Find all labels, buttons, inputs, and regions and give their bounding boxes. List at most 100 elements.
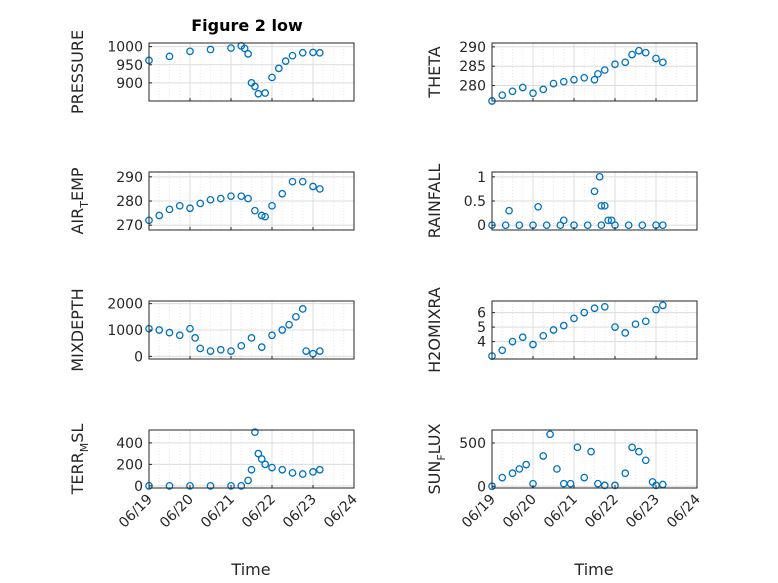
data-point [611,60,619,69]
subplot-6: 456 H2OMIXRA [425,287,698,373]
data-point [600,481,609,490]
y-tick-label: 5 [477,320,486,336]
data-point [251,206,259,215]
data-point [635,447,643,456]
y-axis-label: MIXDEPTH [68,288,87,371]
data-point [175,331,184,340]
data-point [315,48,324,57]
y-axis-label: AIRTEMP [68,167,91,234]
data-point [559,77,568,86]
data-point [165,482,174,490]
data-point [298,177,307,186]
data-point [206,45,215,54]
y-tick-label: 0.5 [464,194,486,210]
subplot-1: 900 950 1000 PRESSURE [68,30,355,114]
data-point [186,204,194,213]
y-axis-label: SUNFLUX [425,423,448,494]
data-point [206,195,215,204]
y-axis-label: H2OMIXRA [425,287,444,373]
data-point [247,465,256,474]
figure-title: Figure 2 low [191,16,303,35]
data-point [580,473,589,482]
data-point [604,216,613,225]
data-point [261,460,270,469]
plot-area [492,430,697,488]
y-tick-label: 400 [116,436,143,452]
x-tick-label: 06/20 [500,492,540,532]
data-point [206,482,215,490]
data-point [257,211,266,220]
data-point [498,91,507,100]
data-point [590,187,599,196]
data-point [227,347,235,355]
y-tick-label: 280 [116,194,143,210]
data-point [624,221,633,230]
data-point [652,54,660,63]
data-point [518,333,527,342]
data-point [580,308,589,317]
data-point [522,460,531,469]
data-point [597,221,606,230]
x-tick-label: 06/19 [459,492,499,532]
data-point [175,201,184,210]
data-point [621,329,630,337]
data-point [196,199,205,208]
data-point [288,469,297,477]
data-point [508,469,517,478]
y-tick-label: 1 [477,170,486,186]
data-point [607,216,616,225]
y-tick-label: 0 [477,479,486,495]
y-axis-label: PRESSURE [68,30,87,114]
x-tick-label: 06/22 [239,492,279,532]
x-tick-label: 06/22 [582,492,622,532]
data-point [309,182,317,191]
y-tick-label: 6 [477,306,486,322]
y-tick-label: 280 [459,79,486,95]
data-point [635,46,643,55]
y-tick-label: 2000 [107,297,143,313]
data-point [165,52,174,61]
data-point [600,302,609,311]
data-point [285,320,293,329]
data-point [257,455,266,463]
data-point [298,470,307,478]
data-point [573,443,582,452]
x-tick-label: 06/23 [623,492,663,532]
y-axis-label: TERRMSL [68,424,91,496]
data-point [237,482,246,490]
data-point [244,476,252,485]
data-point [621,58,630,67]
data-point [539,452,548,460]
data-point [621,469,630,478]
data-point [628,443,636,452]
axes-box [148,42,355,102]
data-point [508,337,517,346]
data-point [240,44,249,53]
data-point [600,66,609,74]
y-tick-label: 290 [459,40,486,56]
data-point [611,323,619,331]
data-point [549,326,558,334]
subplot-7: 0 200 400 06/19 06/20 06/21 06/22 06/23 06/24 TER… [68,424,361,532]
data-point [191,334,199,342]
data-point [315,465,324,474]
data-point [580,73,589,82]
data-point [587,447,595,456]
y-tick-label: 290 [116,170,143,186]
data-point [529,340,537,349]
subplot-4: 0 0.5 1 RAINFALL [425,164,698,238]
x-tick-label: 06/24 [321,491,361,531]
data-point [155,326,164,334]
data-point [595,172,604,181]
data-point [315,347,324,355]
plot-area [492,43,697,101]
data-point [594,479,602,488]
data-point [165,328,174,337]
y-tick-label: 4 [477,335,486,351]
subplot-5: 0 1000 2000 MIXDEPTH [68,288,355,372]
data-point [302,347,311,355]
data-point [638,221,647,230]
data-point [539,331,548,340]
data-point [186,482,194,490]
data-point [244,194,252,203]
